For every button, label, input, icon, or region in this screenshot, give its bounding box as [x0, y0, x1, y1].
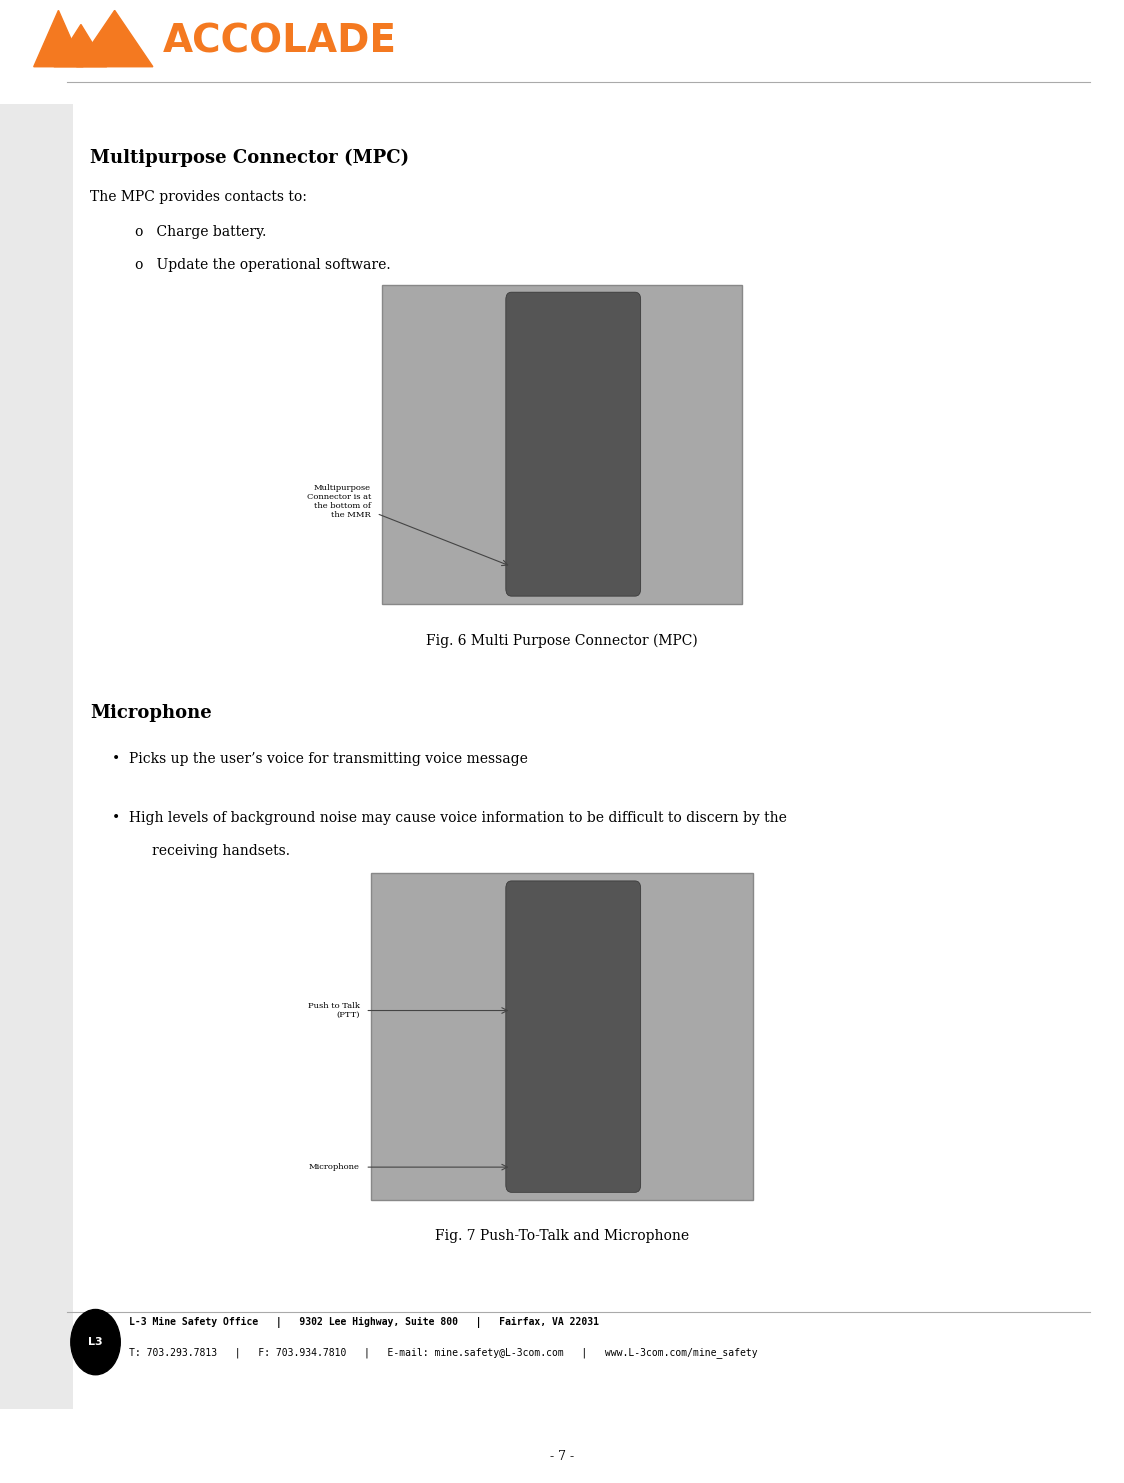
Polygon shape — [34, 10, 83, 67]
FancyBboxPatch shape — [382, 285, 742, 604]
Polygon shape — [54, 25, 107, 67]
Text: - 7 -: - 7 - — [550, 1450, 574, 1462]
Text: receiving handsets.: receiving handsets. — [152, 844, 290, 857]
Text: T: 703.293.7813   |   F: 703.934.7810   |   E-mail: mine.safety@L-3com.com   |  : T: 703.293.7813 | F: 703.934.7810 | E-ma… — [129, 1347, 758, 1358]
Text: Microphone: Microphone — [309, 1163, 360, 1172]
Text: Push to Talk
(PTT): Push to Talk (PTT) — [308, 1003, 360, 1019]
FancyBboxPatch shape — [0, 104, 73, 1409]
Text: •  High levels of background noise may cause voice information to be difficult t: • High levels of background noise may ca… — [112, 811, 787, 825]
Text: ACCOLADE: ACCOLADE — [163, 22, 397, 61]
Text: •  Picks up the user’s voice for transmitting voice message: • Picks up the user’s voice for transmit… — [112, 752, 528, 765]
Text: Fig. 7 Push-To-Talk and Microphone: Fig. 7 Push-To-Talk and Microphone — [435, 1229, 689, 1243]
Text: Microphone: Microphone — [90, 704, 211, 722]
Text: Multipurpose Connector (MPC): Multipurpose Connector (MPC) — [90, 148, 409, 166]
FancyBboxPatch shape — [506, 292, 641, 596]
Text: Fig. 6 Multi Purpose Connector (MPC): Fig. 6 Multi Purpose Connector (MPC) — [426, 633, 698, 648]
Text: The MPC provides contacts to:: The MPC provides contacts to: — [90, 190, 307, 203]
Text: L3: L3 — [88, 1338, 103, 1347]
Text: o   Charge battery.: o Charge battery. — [135, 225, 266, 239]
Text: L-3 Mine Safety Office   |   9302 Lee Highway, Suite 800   |   Fairfax, VA 22031: L-3 Mine Safety Office | 9302 Lee Highwa… — [129, 1317, 599, 1329]
Circle shape — [71, 1309, 120, 1375]
FancyBboxPatch shape — [506, 881, 641, 1192]
Polygon shape — [76, 10, 153, 67]
Text: o   Update the operational software.: o Update the operational software. — [135, 258, 390, 271]
FancyBboxPatch shape — [371, 873, 753, 1200]
Text: Multipurpose
Connector is at
the bottom of
the MMR: Multipurpose Connector is at the bottom … — [307, 483, 371, 519]
